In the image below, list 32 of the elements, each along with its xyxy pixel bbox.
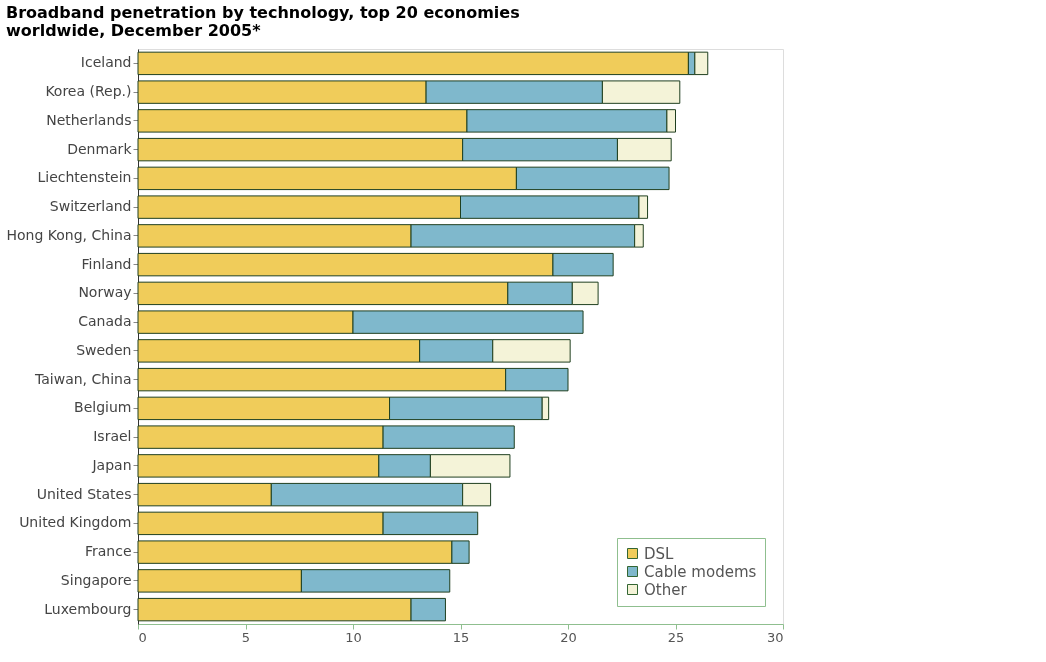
- y-tick-label: Singapore: [60, 571, 132, 588]
- text: worldwide, December 2005*: [6, 21, 261, 40]
- y-tick-label: Israel: [93, 428, 132, 445]
- x-tick-label: 0: [138, 629, 147, 645]
- y-tick-label: Liechtenstein: [37, 169, 132, 186]
- y-tick-label: Switzerland: [49, 198, 132, 215]
- y-tick-label: Korea (Rep.): [45, 83, 132, 100]
- legend-label: Other: [644, 580, 688, 599]
- y-tick-label: Sweden: [76, 341, 132, 358]
- y-tick-label: Iceland: [80, 54, 132, 71]
- y-tick-label: United States: [36, 485, 132, 502]
- x-tick-label: 30: [766, 629, 784, 645]
- text: Broadband penetration by technology, top 20 economies: [6, 3, 520, 22]
- x-tick-label: 20: [560, 629, 577, 645]
- y-tick-label: Canada: [78, 313, 132, 330]
- x-tick-label: 10: [345, 629, 362, 645]
- y-tick-label: Norway: [78, 284, 132, 301]
- y-tick-label: Denmark: [67, 140, 133, 157]
- y-tick-label: France: [84, 543, 132, 560]
- x-tick-label: 25: [667, 629, 685, 645]
- y-tick-label: Taiwan, China: [34, 370, 132, 387]
- y-tick-label: Japan: [91, 456, 132, 473]
- legend-label: DSL: [644, 544, 675, 563]
- legend-label: Cable modems: [644, 562, 757, 581]
- y-tick-label: Luxembourg: [44, 600, 132, 617]
- y-tick-label: United Kingdom: [19, 514, 132, 531]
- y-tick-label: Netherlands: [46, 111, 132, 128]
- y-tick-label: Belgium: [74, 399, 132, 416]
- x-tick-label: 15: [452, 629, 470, 645]
- y-tick-label: Finland: [81, 255, 132, 272]
- y-tick-label: Hong Kong, China: [6, 226, 132, 243]
- x-tick-label: 5: [241, 629, 251, 645]
